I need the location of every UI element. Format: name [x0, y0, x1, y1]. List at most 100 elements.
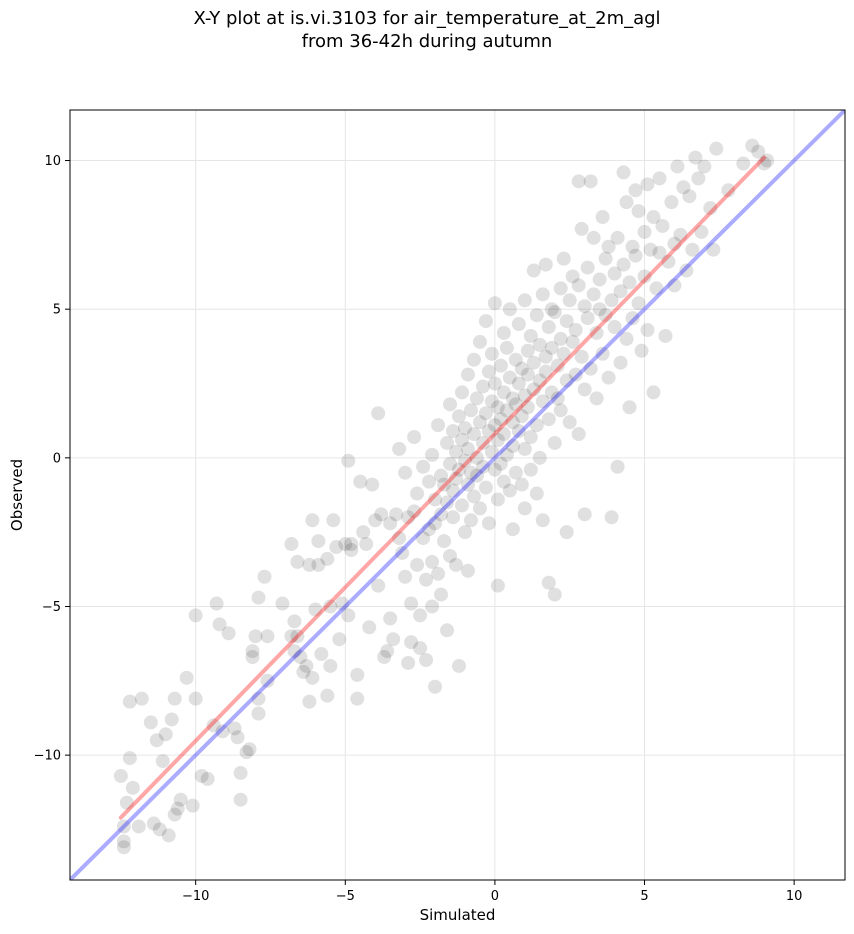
- scatter-point: [691, 171, 706, 186]
- scatter-point: [454, 498, 469, 513]
- scatter-point: [616, 257, 631, 272]
- scatter-point: [490, 433, 505, 447]
- scatter-point: [526, 382, 541, 397]
- y-axis-label: Observed: [8, 459, 26, 531]
- scatter-point: [344, 537, 359, 552]
- scatter-point: [610, 459, 625, 474]
- scatter-point: [565, 334, 580, 349]
- scatter-point: [257, 569, 272, 584]
- scatter-point: [475, 459, 490, 474]
- scatter-point: [422, 522, 437, 537]
- scatter-point: [592, 272, 607, 287]
- scatter-point: [251, 691, 266, 706]
- y-tick-label: 0: [53, 451, 61, 466]
- scatter-point: [487, 418, 502, 433]
- scatter-point: [667, 278, 682, 293]
- scatter-point: [574, 349, 589, 364]
- scatter-point: [475, 379, 490, 394]
- scatter-point: [577, 507, 592, 522]
- scatter-point: [380, 644, 395, 659]
- scatter-point: [487, 296, 502, 311]
- scatter-point: [541, 320, 556, 335]
- scatter-point: [508, 465, 523, 480]
- scatter-point: [167, 691, 182, 706]
- scatter-point: [404, 635, 419, 650]
- scatter-point: [227, 721, 242, 736]
- scatter-point: [568, 367, 583, 382]
- scatter-point: [625, 311, 640, 326]
- scatter-point: [478, 314, 493, 329]
- scatter-point: [451, 409, 466, 424]
- scatter-point: [284, 629, 299, 644]
- scatter-point: [451, 462, 466, 477]
- scatter-point: [484, 346, 499, 361]
- scatter-point: [460, 563, 475, 578]
- scatter-point: [233, 765, 248, 780]
- scatter-point: [496, 325, 511, 340]
- scatter-point: [251, 590, 266, 605]
- scatter-point: [362, 620, 377, 635]
- scatter-point: [565, 269, 580, 284]
- scatter-point: [490, 578, 505, 593]
- scatter-point: [472, 501, 487, 516]
- scatter-point: [356, 525, 371, 540]
- scatter-point: [538, 257, 553, 272]
- scatter-point: [428, 679, 443, 694]
- x-tick-label: −5: [336, 889, 355, 904]
- scatter-point: [673, 227, 688, 242]
- scatter-point: [526, 263, 541, 278]
- scatter-point: [562, 293, 577, 308]
- scatter-point: [604, 293, 619, 308]
- scatter-point: [311, 557, 326, 572]
- scatter-point: [484, 444, 499, 459]
- scatter-point: [149, 733, 164, 748]
- scatter-point: [425, 599, 440, 614]
- scatter-point: [586, 230, 601, 245]
- scatter-point: [517, 441, 532, 456]
- scatter-point: [643, 242, 658, 257]
- scatter-point: [311, 534, 326, 549]
- scatter-point: [323, 658, 338, 673]
- scatter-point: [431, 418, 446, 433]
- scatter-point: [745, 138, 760, 153]
- y-tick-label: 5: [53, 303, 61, 318]
- scatter-point: [589, 325, 604, 340]
- scatter-point: [293, 650, 308, 665]
- scatter-point: [682, 189, 697, 204]
- scatter-point: [553, 403, 568, 418]
- scatter-point: [484, 394, 499, 409]
- scatter-point: [146, 816, 161, 831]
- scatter-point: [544, 340, 559, 355]
- scatter-point: [428, 516, 443, 531]
- scatter-point: [613, 284, 628, 299]
- scatter-point: [475, 435, 490, 450]
- scatter-point: [457, 421, 472, 436]
- scatter-point: [365, 477, 380, 492]
- scatter-point: [547, 305, 562, 320]
- scatter-point: [422, 474, 437, 489]
- scatter-point: [449, 444, 464, 459]
- scatter-point: [514, 361, 529, 376]
- scatter-point: [625, 239, 640, 254]
- chart-title-line-1: X-Y plot at is.vi.3103 for air_temperatu…: [193, 8, 661, 29]
- scatter-point: [523, 328, 538, 343]
- x-tick-label: 10: [786, 889, 803, 904]
- scatter-point: [446, 510, 461, 525]
- scatter-point: [374, 507, 389, 522]
- scatter-point: [667, 236, 682, 251]
- scatter-point: [116, 834, 131, 849]
- scatter-point: [200, 771, 215, 786]
- scatter-point: [350, 667, 365, 682]
- scatter-point: [158, 727, 173, 742]
- axis-ticks: −10 −5 0 5 10 −10 −5 0 5 10: [34, 154, 803, 904]
- scatter-point: [511, 424, 526, 439]
- scatter-point: [443, 456, 458, 471]
- scatter-point: [260, 673, 275, 688]
- scatter-point: [170, 801, 185, 816]
- scatter-point: [338, 537, 353, 552]
- scatter-point: [221, 626, 236, 641]
- scatter-point: [760, 153, 775, 168]
- scatter-point: [440, 623, 455, 638]
- scatter-point: [143, 715, 158, 730]
